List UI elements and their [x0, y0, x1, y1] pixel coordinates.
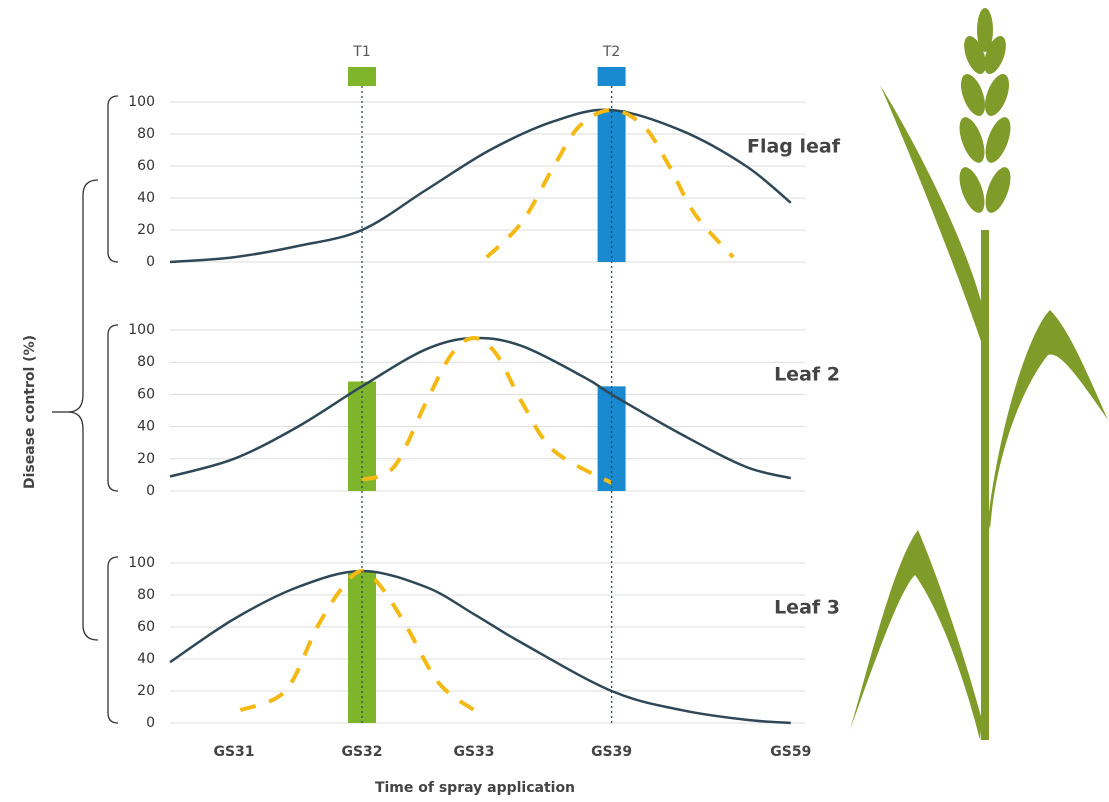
y-tick-label: 20 [137, 222, 155, 238]
panel-title: Leaf 3 [774, 596, 840, 618]
wheat-ear [954, 8, 1015, 216]
y-tick-label: 40 [137, 190, 155, 206]
dashed-curve [362, 338, 612, 483]
y-tick-label: 20 [137, 683, 155, 699]
y-tick-label: 0 [146, 715, 155, 731]
page: Disease control (%) Time of spray applic… [0, 0, 1109, 802]
y-tick-label: 40 [137, 419, 155, 435]
y-tick-label: 80 [137, 126, 155, 142]
y-tick-label: 100 [128, 555, 155, 571]
curve [170, 338, 791, 478]
y-tick-label: 80 [137, 587, 155, 603]
y-tick-label: 20 [137, 451, 155, 467]
x-tick-label: GS33 [453, 744, 494, 760]
y-tick-label: 0 [146, 483, 155, 499]
wheat-leaf [988, 310, 1108, 530]
wheat-plant [850, 8, 1108, 740]
treatment-label: T1 [352, 44, 370, 60]
curve [170, 571, 791, 723]
y-tick-label: 40 [137, 651, 155, 667]
y-tick-label: 0 [146, 254, 155, 270]
x-tick-label: GS59 [770, 744, 811, 760]
brackets [52, 96, 118, 723]
y-tick-label: 100 [128, 322, 155, 338]
panel-title: Flag leaf [747, 135, 841, 157]
treatment-label: T2 [602, 44, 620, 60]
y-tick-label: 100 [128, 94, 155, 110]
y-axis-label: Disease control (%) [22, 335, 38, 489]
x-axis-label: Time of spray application [375, 780, 575, 796]
chart: Disease control (%) Time of spray applic… [0, 0, 1109, 802]
y-tick-label: 60 [137, 619, 155, 635]
x-tick-label: GS39 [591, 744, 632, 760]
x-tick-label: GS32 [341, 744, 382, 760]
treatment-marker [348, 67, 376, 86]
x-tick-label: GS31 [213, 744, 254, 760]
curve [170, 110, 791, 262]
panel-title: Leaf 2 [774, 364, 840, 386]
y-tick-label: 80 [137, 354, 155, 370]
y-tick-label: 60 [137, 158, 155, 174]
treatment-marker [598, 67, 626, 86]
wheat-leaf [850, 530, 982, 740]
y-tick-label: 60 [137, 386, 155, 402]
